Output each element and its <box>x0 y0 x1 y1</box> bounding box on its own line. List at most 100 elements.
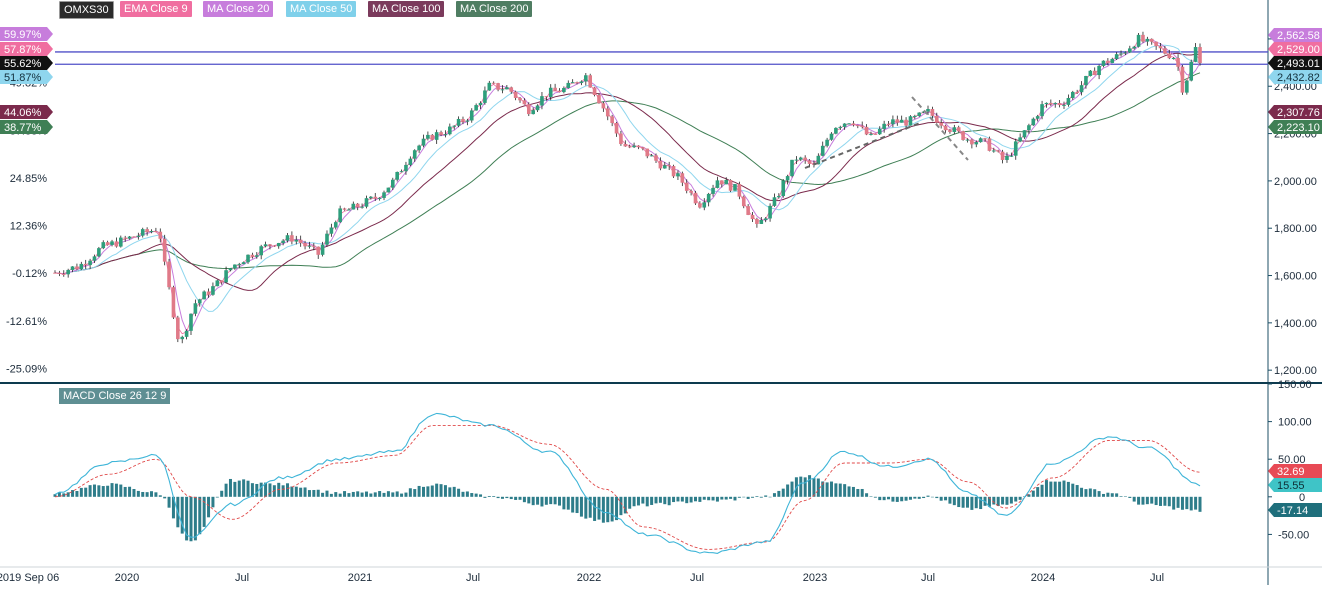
macd-histogram-bar <box>356 491 360 497</box>
macd-histogram-bar <box>808 475 812 497</box>
macd-histogram-bar <box>790 481 794 497</box>
macd-histogram-bar <box>246 480 250 497</box>
candle-body <box>785 176 790 181</box>
legend-item[interactable]: MA Close 20 <box>203 1 274 17</box>
macd-histogram-bar <box>601 496 605 523</box>
legend-item[interactable]: EMA Close 9 <box>120 1 192 17</box>
macd-histogram-bar <box>816 478 820 497</box>
macd-histogram-bar <box>851 486 855 497</box>
macd-histogram-bar <box>154 492 158 497</box>
right-tag-label: 2,529.00 <box>1277 44 1320 56</box>
time-tick-label: Jul <box>921 572 935 584</box>
left-value-tag: 55.62% <box>0 56 53 70</box>
candle-body <box>496 83 500 90</box>
right-tag-label: 2,562.58 <box>1277 30 1320 42</box>
legend-item[interactable]: MA Close 200 <box>456 1 533 17</box>
candle-body <box>193 303 198 314</box>
candle-body <box>461 118 465 122</box>
candle-body <box>285 235 290 241</box>
candle-body <box>298 239 303 244</box>
candle-body <box>807 160 812 164</box>
macd-histogram-bar <box>386 491 390 497</box>
price-tick-label: 1,600.00 <box>1274 271 1317 283</box>
macd-histogram-bar <box>1097 491 1101 497</box>
candle-body <box>513 91 518 98</box>
macd-histogram-bar <box>917 496 921 499</box>
candle-body <box>838 126 843 128</box>
candle-body <box>891 119 895 125</box>
candle-body <box>377 197 382 199</box>
macd-histogram-bar <box>492 496 496 497</box>
macd-histogram-bar <box>1128 496 1132 498</box>
macd-histogram-bar <box>619 496 623 516</box>
candle-body <box>684 182 689 191</box>
candle-body <box>219 280 224 283</box>
macd-histogram-bar <box>1106 492 1110 497</box>
candle-body <box>965 139 970 141</box>
macd-histogram-bar <box>979 496 983 510</box>
macd-histogram-bar <box>329 493 333 497</box>
candle-body <box>645 148 650 157</box>
time-tick-label: 2024 <box>1031 572 1055 584</box>
macd-histogram-bar <box>88 485 92 497</box>
candle-body <box>215 280 220 287</box>
candle-body <box>601 103 606 109</box>
macd-histogram-bar <box>715 496 719 502</box>
macd-histogram-bar <box>939 496 943 501</box>
candle-body <box>680 173 685 183</box>
candle-body <box>592 87 597 95</box>
candle-body <box>627 146 632 148</box>
macd-histogram-bar <box>66 492 70 497</box>
legend-item[interactable]: MA Close 100 <box>368 1 445 17</box>
macd-histogram-bar <box>838 483 842 497</box>
candle-body <box>1097 65 1101 76</box>
price-tick-label: 2,000.00 <box>1274 176 1317 188</box>
left-tag-shape <box>0 56 53 70</box>
candle-body <box>263 244 268 247</box>
macd-histogram-bar <box>119 484 123 497</box>
macd-tick-label: 100.00 <box>1278 417 1312 429</box>
legend-item[interactable]: OMXS30 <box>59 1 114 19</box>
candle-body <box>1154 41 1158 47</box>
left-value-tag: 44.06% <box>0 105 53 119</box>
candle-body <box>1092 70 1097 76</box>
candle-body <box>417 145 421 151</box>
macd-histogram-bar <box>1044 480 1048 497</box>
left-tag-label: 38.77% <box>4 122 42 134</box>
macd-histogram-bar <box>562 496 566 510</box>
macd-histogram-bar <box>202 496 206 527</box>
macd-value-tag: 32.69 <box>1268 464 1322 478</box>
candle-body <box>483 90 487 103</box>
candle-body <box>101 242 106 249</box>
candle-body <box>290 235 294 242</box>
candle-body <box>320 244 325 255</box>
candle-body <box>667 165 671 167</box>
candle-body <box>755 219 759 224</box>
macd-histogram-bar <box>1027 494 1031 497</box>
macd-histogram-bar <box>255 483 259 497</box>
candle-body <box>127 236 132 239</box>
candle-body <box>259 246 263 256</box>
macd-histogram-bar <box>764 495 768 497</box>
legend-item[interactable]: MA Close 50 <box>286 1 357 17</box>
macd-histogram-bar <box>496 496 500 499</box>
candle-body <box>268 244 272 246</box>
candle-body <box>698 203 702 208</box>
candle-body <box>342 208 347 210</box>
candle-body <box>303 243 307 247</box>
ema9-line <box>54 38 1201 335</box>
macd-histogram-bar <box>698 496 702 502</box>
candle-body <box>970 139 974 145</box>
candle-body <box>79 263 84 270</box>
macd-histogram-bar <box>882 496 886 501</box>
macd-histogram-bar <box>364 491 368 497</box>
candle-body <box>505 87 509 90</box>
macd-histogram-bar <box>1176 496 1180 508</box>
macd-histogram-bar <box>150 491 154 497</box>
macd-histogram-bar <box>948 496 952 504</box>
candle-body <box>373 196 378 199</box>
candle-body <box>895 119 900 123</box>
candle-body <box>899 119 904 123</box>
candle-body <box>772 197 777 206</box>
